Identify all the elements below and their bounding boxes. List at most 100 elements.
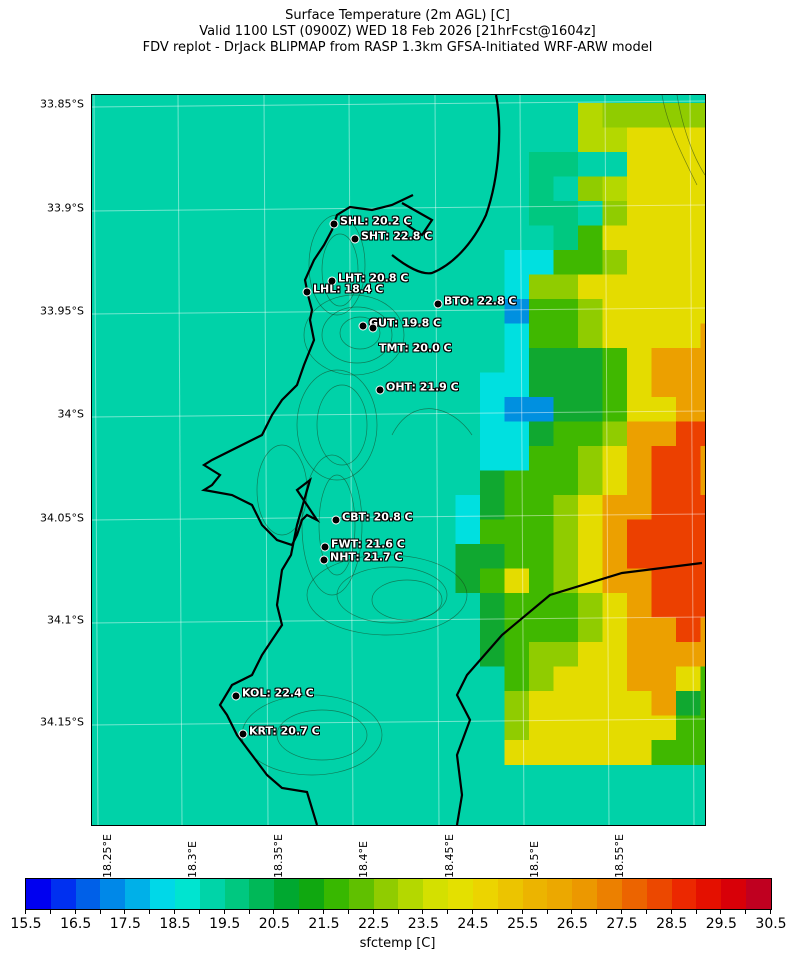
station-dot-cbt bbox=[331, 515, 341, 525]
colorbar-tick-label: 29.5 bbox=[705, 916, 737, 932]
colorbar-tick-label: 27.5 bbox=[606, 916, 638, 932]
colorbar-swatch bbox=[249, 879, 275, 909]
colorbar-tick-mark bbox=[472, 909, 473, 914]
colorbar-swatch bbox=[671, 879, 697, 909]
station-dot-bto bbox=[433, 299, 443, 309]
colorbar-swatch bbox=[299, 879, 324, 909]
latitude-tick-label: 33.9°S bbox=[47, 201, 84, 215]
colorbar-swatch bbox=[696, 879, 722, 909]
colorbar-swatch bbox=[174, 879, 200, 909]
colorbar-swatch bbox=[448, 879, 473, 909]
latitude-tick-label: 33.95°S bbox=[40, 304, 84, 318]
map-canvas bbox=[92, 95, 705, 825]
colorbar-tick-mark bbox=[248, 909, 250, 914]
colorbar-tick-mark bbox=[621, 909, 622, 914]
plot-subtitle-valid-time: Valid 1100 LST (0900Z) WED 18 Feb 2026 [… bbox=[199, 24, 596, 39]
latitude-tick-label: 34.15°S bbox=[40, 715, 84, 729]
colorbar-tick-mark bbox=[670, 909, 672, 914]
longitude-tick-label: 18.45°E bbox=[443, 834, 456, 878]
colorbar-tick-label: 19.5 bbox=[209, 916, 241, 932]
longitude-tick-label: 18.55°E bbox=[613, 834, 626, 878]
plot-title-block: Surface Temperature (2m AGL) [C] Valid 1… bbox=[0, 8, 795, 56]
station-label-lht: LHT: 20.8 C bbox=[338, 271, 409, 285]
colorbar-tick-mark bbox=[745, 909, 747, 914]
plot-title: Surface Temperature (2m AGL) [C] bbox=[285, 8, 510, 23]
station-dot-oht bbox=[375, 385, 385, 395]
colorbar-tick-mark bbox=[447, 909, 449, 914]
station-label-tmt: TMT: 20.0 C bbox=[379, 341, 452, 355]
colorbar-tick-mark bbox=[546, 909, 548, 914]
colorbar-swatch bbox=[423, 879, 449, 909]
colorbar-swatch bbox=[398, 879, 424, 909]
station-label-gut: GUT: 19.8 C bbox=[369, 316, 442, 330]
latitude-tick-label: 34.1°S bbox=[47, 613, 84, 627]
station-label-sht: SHT: 22.8 C bbox=[361, 229, 433, 243]
colorbar-swatch bbox=[75, 879, 101, 909]
colorbar-ticks bbox=[25, 909, 772, 917]
colorbar-tick-mark bbox=[149, 909, 151, 914]
colorbar-tick-mark bbox=[25, 909, 26, 914]
colorbar-tick-mark bbox=[223, 909, 225, 914]
station-dot-shl bbox=[329, 219, 339, 229]
colorbar-swatch bbox=[746, 879, 771, 909]
colorbar-swatch bbox=[224, 879, 250, 909]
station-label-shl: SHL: 20.2 C bbox=[340, 214, 412, 228]
colorbar-tick-mark bbox=[347, 909, 349, 914]
colorbar-tick-label: 23.5 bbox=[407, 916, 439, 932]
colorbar-swatch bbox=[621, 879, 647, 909]
station-label-fwt: FWT: 21.6 C bbox=[331, 537, 405, 551]
longitude-tick-label: 18.5°E bbox=[528, 841, 541, 878]
latitude-tick-label: 33.85°S bbox=[40, 97, 84, 111]
colorbar-swatch bbox=[100, 879, 126, 909]
colorbar-swatch bbox=[522, 879, 548, 909]
colorbar bbox=[25, 878, 772, 910]
colorbar-tick-mark bbox=[74, 909, 76, 914]
colorbar-tick-label: 24.5 bbox=[457, 916, 489, 932]
colorbar-swatch bbox=[547, 879, 573, 909]
station-dot-tmt bbox=[368, 323, 378, 333]
colorbar-swatch bbox=[472, 879, 498, 909]
latitude-tick-label: 34°S bbox=[57, 407, 84, 421]
colorbar-tick-mark bbox=[49, 909, 51, 914]
colorbar-swatch bbox=[50, 879, 76, 909]
colorbar-tick-label: 21.5 bbox=[308, 916, 340, 932]
station-label-bto: BTO: 22.8 C bbox=[444, 294, 517, 308]
colorbar-tick-mark bbox=[99, 909, 101, 914]
colorbar-swatch bbox=[348, 879, 374, 909]
colorbar-tick-label: 16.5 bbox=[60, 916, 92, 932]
terrain-contours bbox=[241, 95, 705, 776]
latitude-tick-label: 34.05°S bbox=[40, 511, 84, 525]
colorbar-swatch bbox=[125, 879, 151, 909]
colorbar-tick-mark bbox=[298, 909, 300, 914]
station-dot-krt bbox=[238, 729, 248, 739]
colorbar-tick-mark bbox=[422, 909, 424, 914]
colorbar-tick-mark bbox=[372, 909, 374, 914]
colorbar-tick-mark bbox=[273, 909, 275, 914]
colorbar-swatch bbox=[323, 879, 349, 909]
colorbar-tick-mark bbox=[323, 909, 324, 914]
colorbar-tick-mark bbox=[645, 909, 647, 914]
colorbar-tick-mark bbox=[571, 909, 573, 914]
colorbar-swatch bbox=[373, 879, 399, 909]
colorbar-swatch bbox=[274, 879, 300, 909]
station-label-lhl: LHL: 18.4 C bbox=[313, 282, 384, 296]
colorbar-tick-label: 22.5 bbox=[358, 916, 390, 932]
colorbar-tick-label: 17.5 bbox=[109, 916, 141, 932]
colorbar-swatch bbox=[572, 879, 598, 909]
colorbar-tick-label: 20.5 bbox=[258, 916, 290, 932]
station-dot-nht bbox=[319, 555, 329, 565]
station-label-nht: NHT: 21.7 C bbox=[330, 550, 403, 564]
colorbar-tick-label: 26.5 bbox=[556, 916, 588, 932]
longitude-tick-label: 18.3°E bbox=[186, 841, 199, 878]
colorbar-swatch bbox=[199, 879, 225, 909]
longitude-tick-label: 18.4°E bbox=[357, 841, 370, 878]
temperature-map bbox=[91, 94, 706, 826]
colorbar-swatch bbox=[497, 879, 523, 909]
colorbar-tick-mark bbox=[720, 909, 722, 914]
colorbar-tick-mark bbox=[770, 909, 771, 914]
station-dot-gut bbox=[358, 321, 368, 331]
colorbar-tick-mark bbox=[695, 909, 697, 914]
colorbar-tick-label: 28.5 bbox=[656, 916, 688, 932]
colorbar-swatch bbox=[26, 879, 51, 909]
colorbar-tick-mark bbox=[397, 909, 399, 914]
